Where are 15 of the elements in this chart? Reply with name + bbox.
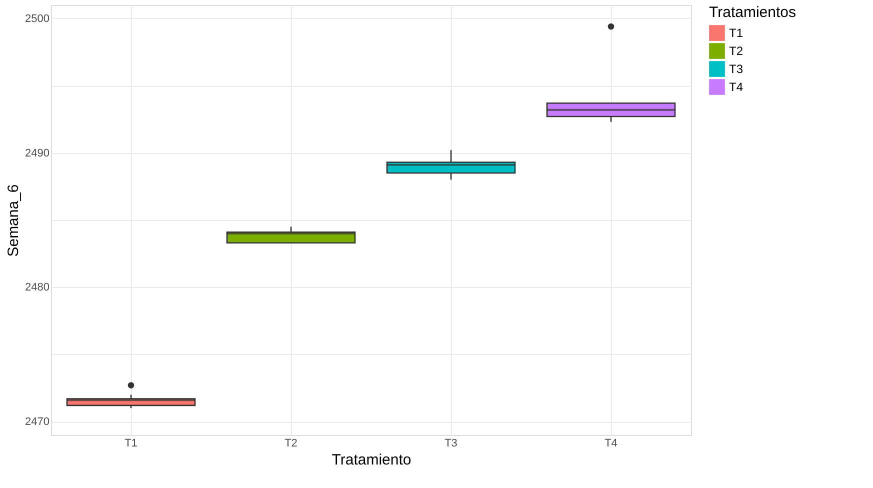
legend-label: T3 — [729, 62, 744, 76]
x-axis-title: Tratamiento — [332, 452, 412, 468]
x-tick-label: T1 — [124, 438, 138, 450]
y-tick-label: 2500 — [25, 12, 50, 25]
x-tick-label: T3 — [444, 438, 458, 450]
x-tick-label: T2 — [284, 438, 298, 450]
legend-label: T2 — [729, 44, 744, 58]
x-tick-label: T4 — [604, 438, 618, 450]
y-tick-label: 2490 — [25, 147, 50, 160]
legend-title: Tratamientos — [709, 4, 796, 21]
y-tick-label: 2470 — [25, 416, 50, 428]
y-axis-title: Semana_6 — [5, 184, 22, 257]
y-tick-label: 2480 — [25, 282, 50, 294]
legend-label: T1 — [729, 26, 744, 40]
legend-label: T4 — [729, 80, 744, 94]
